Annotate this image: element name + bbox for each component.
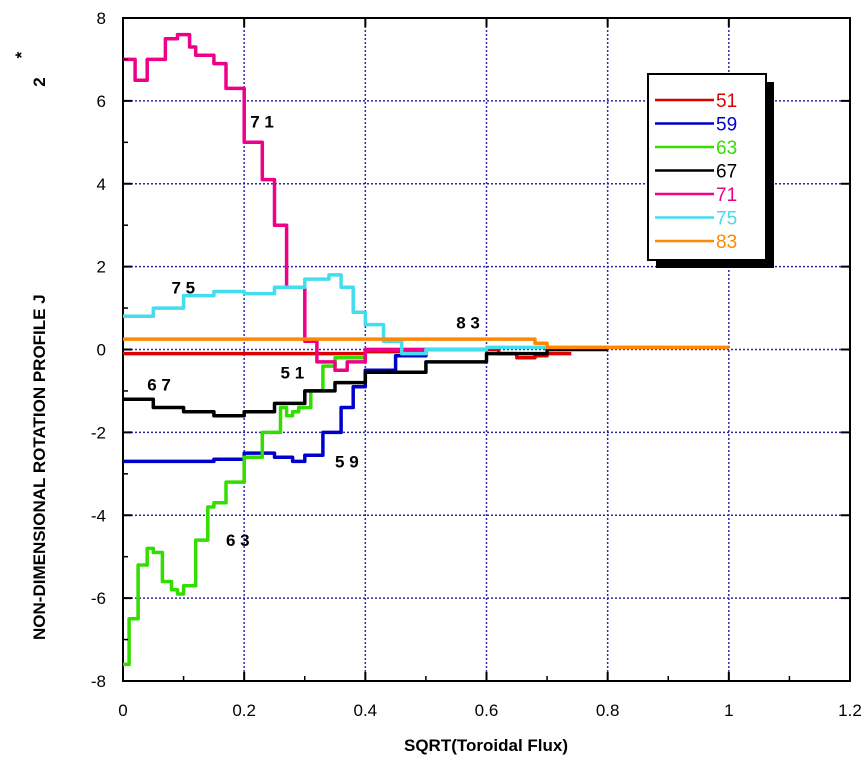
curve-label: 6 3 bbox=[226, 531, 250, 550]
legend-label-71: 71 bbox=[716, 185, 737, 206]
y-tick-label: 0 bbox=[97, 341, 106, 360]
x-tick-label: 0.6 bbox=[475, 701, 499, 720]
legend-label-83: 83 bbox=[716, 232, 737, 253]
y-axis-title: NON-DIMENSIONAL ROTATION PROFILE J bbox=[30, 294, 49, 640]
y-tick-label: -8 bbox=[91, 672, 106, 691]
legend-label-51: 51 bbox=[716, 91, 737, 112]
legend-box bbox=[647, 73, 767, 261]
series-layer bbox=[123, 32, 729, 667]
series-line-63 bbox=[123, 347, 426, 667]
annotations: 7 1 7 5 8 3 5 1 6 7 5 9 6 3 bbox=[147, 113, 480, 551]
ticks: 0 0.2 0.4 0.6 0.8 1 1.2 8 6 4 2 0 -2 -4 -6 -8 bbox=[91, 9, 862, 720]
curve-label: 6 7 bbox=[147, 376, 171, 395]
x-tick-label: 0.8 bbox=[596, 701, 620, 720]
series-line-59 bbox=[123, 349, 428, 464]
curve-label: 5 9 bbox=[335, 452, 359, 471]
legend-label-67: 67 bbox=[716, 162, 737, 183]
x-tick-label: 0.2 bbox=[232, 701, 256, 720]
x-tick-label: 1 bbox=[724, 701, 733, 720]
curve-label: 7 1 bbox=[250, 113, 274, 132]
y-tick-label: 2 bbox=[97, 258, 106, 277]
series-line-51 bbox=[123, 347, 572, 360]
x-axis-title: SQRT(Toroidal Flux) bbox=[404, 736, 568, 755]
legend-label-63: 63 bbox=[716, 138, 737, 159]
legend-label-75: 75 bbox=[716, 209, 737, 230]
x-tick-label: 0 bbox=[118, 701, 127, 720]
series-line-75 bbox=[123, 273, 669, 356]
series-line-67 bbox=[123, 347, 608, 418]
y-axis-title-sub: 2 bbox=[30, 77, 49, 86]
legend-label-59: 59 bbox=[716, 115, 737, 136]
y-tick-label: 6 bbox=[97, 92, 106, 111]
x-tick-label: 1.2 bbox=[838, 701, 862, 720]
y-tick-label: 8 bbox=[97, 9, 106, 28]
curve-label: 7 5 bbox=[171, 278, 195, 297]
y-tick-label: 4 bbox=[97, 175, 106, 194]
y-axis-title-sup: * bbox=[12, 51, 31, 58]
y-tick-label: -6 bbox=[91, 589, 106, 608]
series-line-83 bbox=[123, 337, 729, 350]
y-tick-label: -4 bbox=[91, 506, 106, 525]
y-tick-label: -2 bbox=[91, 423, 106, 442]
curve-label: 5 1 bbox=[281, 363, 305, 382]
curve-label: 8 3 bbox=[456, 314, 480, 333]
series-line-71 bbox=[123, 32, 426, 372]
x-tick-label: 0.4 bbox=[354, 701, 378, 720]
